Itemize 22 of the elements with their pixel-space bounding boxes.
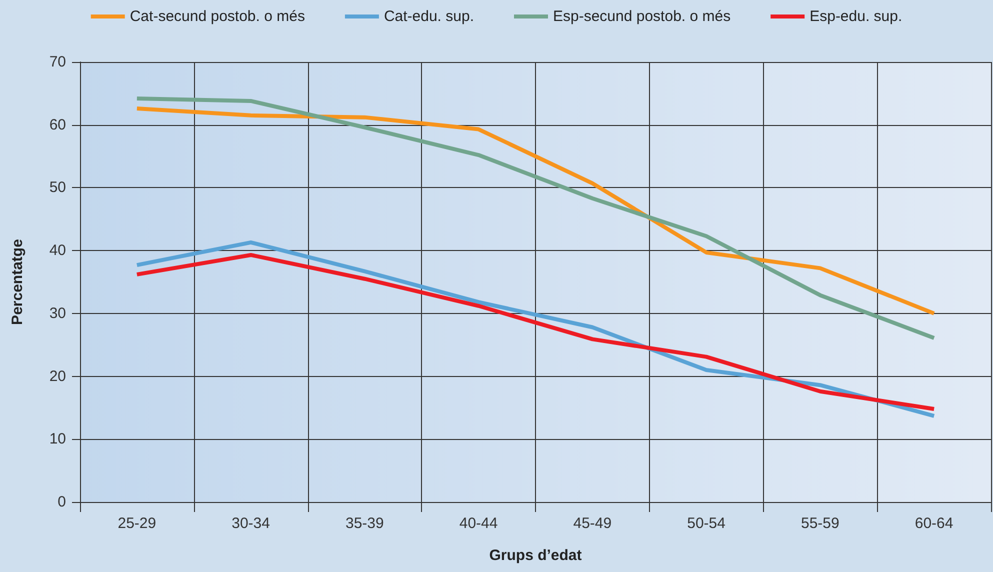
x-tick-label: 40-44 (459, 515, 498, 532)
x-tick-label: 45-49 (573, 515, 612, 532)
x-tick-label: 60-64 (914, 515, 954, 532)
x-tick-label: 35-39 (346, 515, 384, 532)
y-tick-label: 10 (49, 430, 66, 448)
y-tick-label: 30 (49, 304, 66, 322)
y-axis-title: Percentatge (9, 239, 26, 325)
y-tick-label: 60 (49, 116, 66, 134)
y-tick-label: 0 (58, 494, 66, 510)
x-tick-label: 50-54 (687, 515, 726, 532)
x-tick-label: 30-34 (232, 515, 270, 532)
legend-label: Esp-edu. sup. (810, 8, 902, 25)
y-tick-label: 50 (49, 179, 66, 196)
legend-label: Esp-secund postob. o més (552, 8, 731, 25)
x-tick-label: 25-29 (118, 515, 156, 532)
x-axis-title: Grups d’edat (489, 547, 582, 564)
x-tick-label: 55-59 (801, 515, 840, 532)
y-tick-label: 40 (49, 242, 66, 260)
legend-label: Cat-edu. sup. (384, 8, 474, 25)
legend-label: Cat-secund postob. o més (130, 8, 305, 25)
y-tick-label: 70 (49, 54, 66, 70)
y-tick-label: 20 (49, 368, 66, 385)
